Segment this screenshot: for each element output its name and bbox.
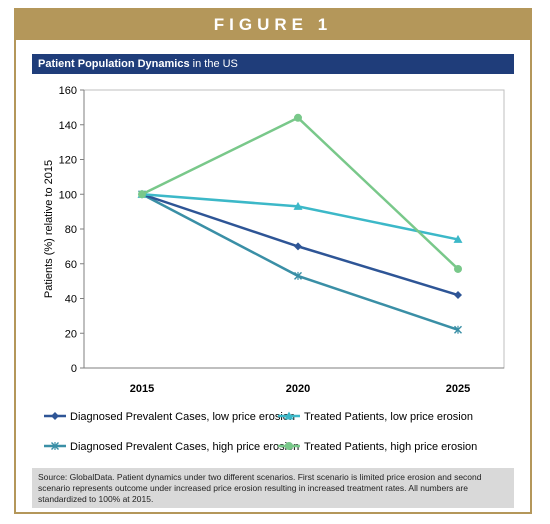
- source-note: Source: GlobalData. Patient dynamics und…: [32, 468, 514, 508]
- y-tick-label: 60: [65, 259, 77, 271]
- y-tick-label: 140: [59, 120, 77, 132]
- data-point: [454, 291, 462, 300]
- legend-label: Treated Patients, high price erosion: [304, 441, 477, 453]
- y-tick-label: 100: [59, 189, 77, 201]
- y-axis-label: Patients (%) relative to 2015: [43, 160, 55, 298]
- x-tick-label: 2025: [446, 383, 470, 395]
- series: [138, 190, 462, 334]
- data-point: [294, 271, 302, 280]
- legend-label: Diagnosed Prevalent Cases, high price er…: [70, 441, 299, 453]
- series-line: [141, 193, 459, 241]
- legend-label: Diagnosed Prevalent Cases, low price ero…: [70, 411, 295, 423]
- figure-label: FIGURE 1: [16, 10, 530, 40]
- chart-series: [137, 113, 463, 334]
- y-tick-label: 80: [65, 224, 77, 236]
- data-point: [294, 242, 302, 251]
- y-tick-label: 160: [59, 85, 77, 97]
- data-point: [51, 442, 59, 450]
- data-point: [453, 234, 463, 243]
- data-point: [454, 325, 462, 334]
- legend-item: Treated Patients, high price erosion: [278, 441, 477, 453]
- chart-axes: 0 20 40 60 80 100 120 140 160 2015 2020 2025 Patient…: [43, 85, 505, 395]
- legend-item: Diagnosed Prevalent Cases, high price er…: [44, 441, 299, 453]
- series-line: [141, 193, 459, 331]
- legend-item: Treated Patients, low price erosion: [278, 411, 473, 423]
- chart-legend: Diagnosed Prevalent Cases, low price ero…: [44, 411, 477, 453]
- figure-frame: FIGURE 1 Patient Population Dynamics in …: [14, 8, 532, 514]
- y-tick-label: 40: [65, 294, 77, 306]
- series: [138, 113, 462, 273]
- chart-title: Patient Population Dynamics in the US: [32, 54, 514, 74]
- x-tick-label: 2015: [130, 383, 154, 395]
- y-tick-label: 0: [71, 363, 77, 375]
- x-tick-label: 2020: [286, 383, 310, 395]
- y-tick-label: 120: [59, 155, 77, 167]
- chart-title-bold: Patient Population Dynamics: [38, 58, 190, 70]
- plot-area: [83, 89, 505, 369]
- data-point: [454, 264, 462, 273]
- data-point: [294, 113, 302, 122]
- legend-label: Treated Patients, low price erosion: [304, 411, 473, 423]
- line-chart: 0 20 40 60 80 100 120 140 160 2015 2020 2025 Patient…: [43, 85, 505, 453]
- data-point: [293, 201, 303, 210]
- data-point: [285, 442, 293, 450]
- data-point: [138, 190, 146, 199]
- legend-item: Diagnosed Prevalent Cases, low price ero…: [44, 411, 295, 423]
- chart-title-rest: in the US: [189, 58, 238, 70]
- y-tick-label: 20: [65, 328, 77, 340]
- data-point: [51, 412, 59, 420]
- data-point: [284, 411, 294, 420]
